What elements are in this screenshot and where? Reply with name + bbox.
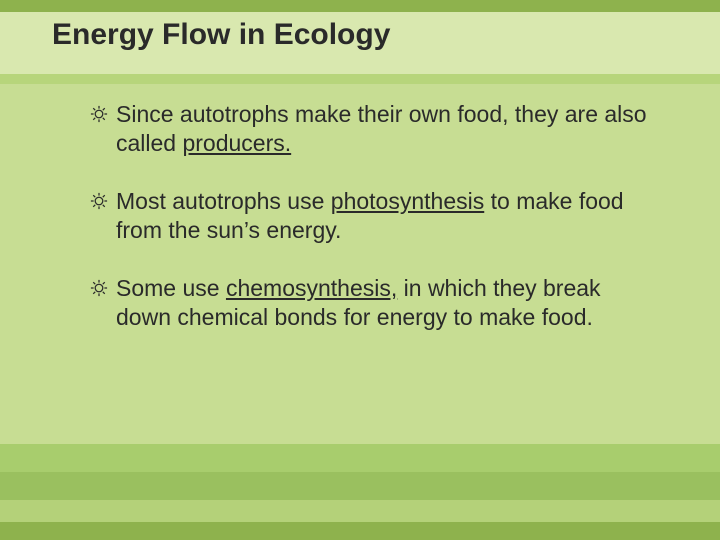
- bg-stripe-bottom-4: [0, 522, 720, 540]
- bg-stripe-bottom-2: [0, 472, 720, 500]
- list-item: Since autotrophs make their own food, th…: [90, 100, 650, 159]
- sun-gear-icon: [90, 192, 108, 210]
- bg-stripe-bottom-3: [0, 500, 720, 522]
- bullet-text: Most autotrophs use photosynthesis to ma…: [116, 187, 650, 246]
- sun-gear-icon: [90, 105, 108, 123]
- bullet-under: photosynthesis: [331, 188, 484, 214]
- bullet-text: Since autotrophs make their own food, th…: [116, 100, 650, 159]
- sun-gear-icon: [90, 279, 108, 297]
- bg-stripe-below-title: [0, 74, 720, 84]
- bg-stripe-bottom-1: [0, 444, 720, 472]
- list-item: Some use chemosynthesis, in which they b…: [90, 274, 650, 333]
- bullet-text: Some use chemosynthesis, in which they b…: [116, 274, 650, 333]
- bullet-under: producers.: [182, 130, 291, 156]
- bullet-pre: Most autotrophs use: [116, 188, 331, 214]
- slide-title: Energy Flow in Ecology: [52, 18, 390, 52]
- slide-body: Since autotrophs make their own food, th…: [90, 100, 650, 361]
- list-item: Most autotrophs use photosynthesis to ma…: [90, 187, 650, 246]
- bullet-pre: Some use: [116, 275, 226, 301]
- bg-stripe-top: [0, 0, 720, 12]
- bullet-under: chemosynthesis,: [226, 275, 397, 301]
